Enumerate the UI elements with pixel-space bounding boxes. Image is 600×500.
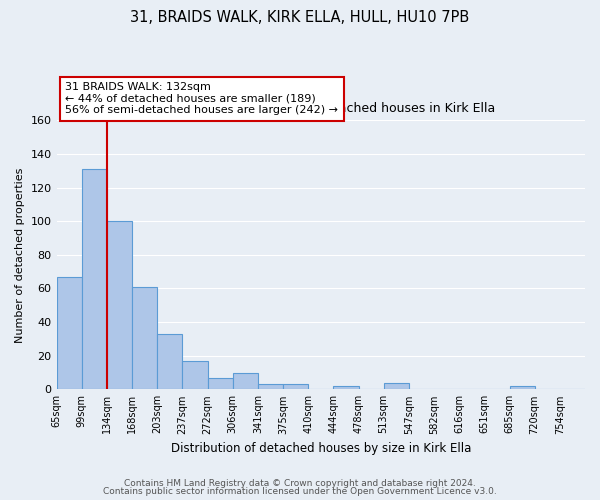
Bar <box>383 382 409 390</box>
Bar <box>334 386 359 390</box>
X-axis label: Distribution of detached houses by size in Kirk Ella: Distribution of detached houses by size … <box>170 442 471 455</box>
Bar <box>182 360 208 390</box>
Bar <box>107 222 132 390</box>
Text: Contains HM Land Registry data © Crown copyright and database right 2024.: Contains HM Land Registry data © Crown c… <box>124 478 476 488</box>
Bar <box>208 378 233 390</box>
Bar <box>157 334 182 390</box>
Y-axis label: Number of detached properties: Number of detached properties <box>15 167 25 342</box>
Text: 31 BRAIDS WALK: 132sqm
← 44% of detached houses are smaller (189)
56% of semi-de: 31 BRAIDS WALK: 132sqm ← 44% of detached… <box>65 82 338 116</box>
Bar <box>283 384 308 390</box>
Bar <box>56 276 82 390</box>
Bar <box>132 287 157 390</box>
Text: 31, BRAIDS WALK, KIRK ELLA, HULL, HU10 7PB: 31, BRAIDS WALK, KIRK ELLA, HULL, HU10 7… <box>130 10 470 25</box>
Title: Size of property relative to detached houses in Kirk Ella: Size of property relative to detached ho… <box>146 102 495 115</box>
Bar <box>509 386 535 390</box>
Bar <box>233 372 258 390</box>
Bar <box>82 169 107 390</box>
Bar <box>258 384 283 390</box>
Text: Contains public sector information licensed under the Open Government Licence v3: Contains public sector information licen… <box>103 487 497 496</box>
